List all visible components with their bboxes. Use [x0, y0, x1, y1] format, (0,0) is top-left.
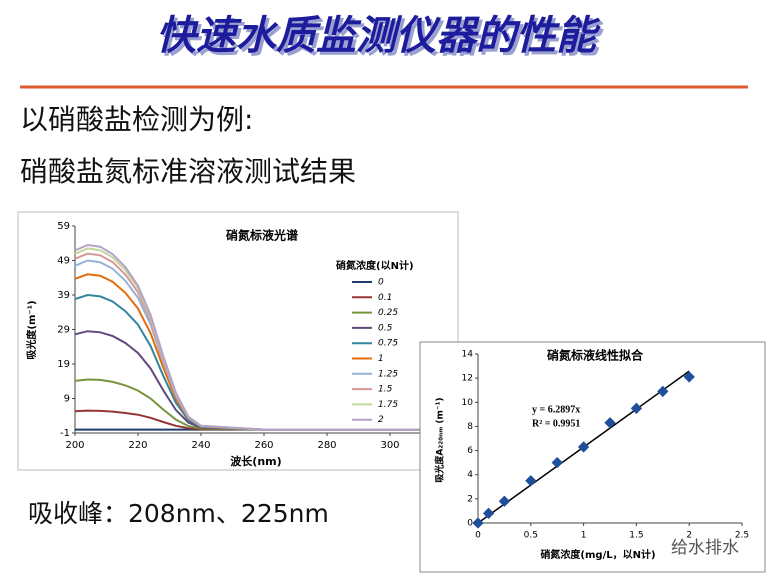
- x-tick-label: 200: [65, 440, 84, 451]
- data-point: [657, 385, 669, 398]
- x-axis-label: 波长(nm): [230, 454, 281, 468]
- chart-title: 硝氮标液线性拟合: [547, 348, 644, 363]
- y-tick-label: 14: [462, 350, 474, 360]
- data-point: [525, 475, 537, 487]
- legend-label: 0.1: [378, 293, 392, 303]
- annotation: R² = 0.9951: [532, 418, 580, 429]
- y-tick-label: 6: [467, 446, 473, 456]
- spectrum-line: [74, 243, 453, 431]
- y-tick-label: 9: [64, 394, 70, 405]
- x-tick-label: 2.5: [735, 531, 749, 541]
- data-point: [472, 517, 484, 529]
- legend-label: 1.25: [378, 369, 398, 379]
- watermark: 给水排水: [671, 538, 739, 558]
- y-tick-label: 4: [467, 470, 473, 480]
- data-point: [683, 371, 695, 383]
- legend-label: 0.25: [378, 308, 398, 318]
- x-tick-label: 240: [191, 440, 210, 451]
- y-tick-label: 8: [467, 422, 473, 432]
- title: 快速水质监测仪器的性能: [156, 13, 601, 59]
- legend-title: 硝氮浓度(以N计): [336, 259, 414, 272]
- legend-label: 2: [378, 415, 384, 425]
- data-point: [630, 402, 643, 414]
- y-tick-label: 59: [57, 221, 70, 232]
- y-axis-label: 吸光度A₂₂₀ₙₘ (m⁻¹): [434, 397, 446, 482]
- y-tick-label: 39: [57, 290, 70, 301]
- legend-label: 0.5: [378, 323, 393, 333]
- y-tick-label: 29: [57, 325, 70, 336]
- data-point: [551, 456, 563, 469]
- title-shadow: 快速水质监测仪器的性能: [159, 16, 604, 62]
- legend-label: 0: [378, 278, 384, 288]
- legend-label: 0.75: [378, 339, 398, 349]
- x-tick-label: 300: [380, 440, 399, 451]
- y-tick-label: 2: [467, 494, 473, 504]
- y-tick-label: 0: [467, 519, 473, 529]
- x-tick-label: 1.5: [629, 531, 643, 541]
- y-tick-label: 49: [57, 256, 70, 267]
- legend-label: 1: [378, 354, 384, 364]
- y-tick-label: 19: [57, 359, 70, 370]
- annotation: y = 6.2897x: [532, 404, 580, 415]
- x-tick-label: 0: [475, 531, 481, 541]
- data-point: [604, 417, 616, 429]
- y-tick-label: 12: [462, 374, 473, 384]
- text-line: 以硝酸盐检测为例:: [20, 103, 253, 136]
- x-tick-label: 2: [686, 531, 692, 541]
- x-tick-label: 260: [254, 440, 273, 451]
- y-tick-label: 10: [462, 398, 474, 408]
- x-tick-label: 220: [128, 440, 147, 451]
- x-tick-label: 0.5: [524, 531, 538, 541]
- peak-text: 吸收峰：208nm、225nm: [28, 499, 329, 528]
- chart-title: 硝氮标液光谱: [226, 228, 298, 243]
- y-tick-label: -1: [60, 428, 70, 439]
- spectrum-chart: -1 9 19 29 39 49 59 200 220 240 260 280 300 硝氮标液光谱波长(…: [25, 221, 453, 468]
- data-point: [498, 495, 511, 507]
- text-line: 硝酸盐氮标准溶液测试结果: [20, 155, 356, 188]
- x-tick-label: 280: [317, 440, 336, 451]
- legend-label: 1.75: [378, 400, 398, 410]
- data-point: [577, 441, 590, 453]
- data-point: [482, 507, 495, 519]
- y-axis-label: 吸光度(m⁻¹): [25, 300, 38, 359]
- x-tick-label: 1: [581, 531, 587, 541]
- legend-label: 1.5: [378, 385, 393, 395]
- fit-chart: 0 2 4 6 8 10 12 14 0 0.5 1 1.5 2 2.5 硝氮标液线性拟合硝氮浓度(mg/L…: [434, 348, 750, 562]
- x-axis-label: 硝氮浓度(mg/L，以N计): [540, 548, 655, 561]
